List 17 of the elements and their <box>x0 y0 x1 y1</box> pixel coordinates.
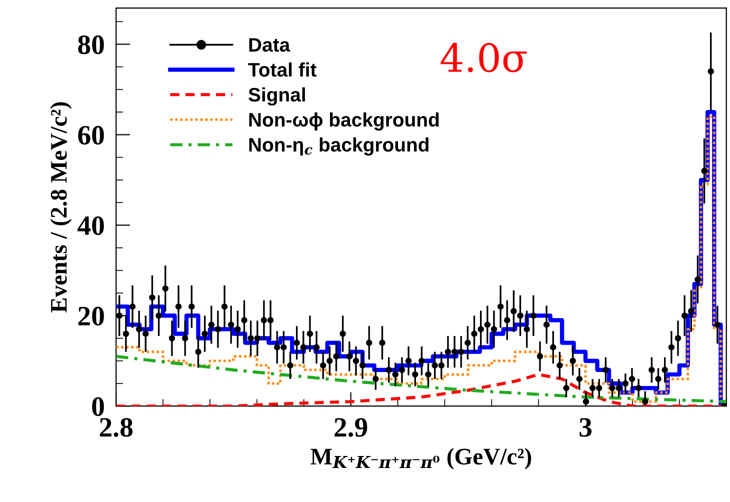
line-series <box>116 354 726 404</box>
y-tick-label: 40 <box>78 216 104 236</box>
y-tick-label: 20 <box>78 306 104 326</box>
annotation: 4.0σ <box>440 42 527 72</box>
legend-label: Signal <box>248 87 305 106</box>
legend-label: Non-ωϕ background <box>249 112 439 131</box>
y-tick-label: 0 <box>92 397 104 416</box>
y-tick-label: 60 <box>78 126 104 145</box>
legend-label: Non-η$_{c}$ background <box>249 137 428 156</box>
y-axis-title: Events / (2.8 MeV/c²) <box>50 102 72 313</box>
legend-label: Total fit <box>248 62 316 77</box>
legend-label: Data <box>249 38 290 52</box>
x-axis-title: M$_{K⁺K⁻π⁺π⁻π⁰}$ (GeV/c²) <box>310 448 532 470</box>
x-tick-label: 2.8 <box>100 418 133 437</box>
y-tick-label: 80 <box>78 35 104 54</box>
x-tick-label: 3 <box>580 418 592 437</box>
x-tick-label: 2.9 <box>334 418 368 437</box>
